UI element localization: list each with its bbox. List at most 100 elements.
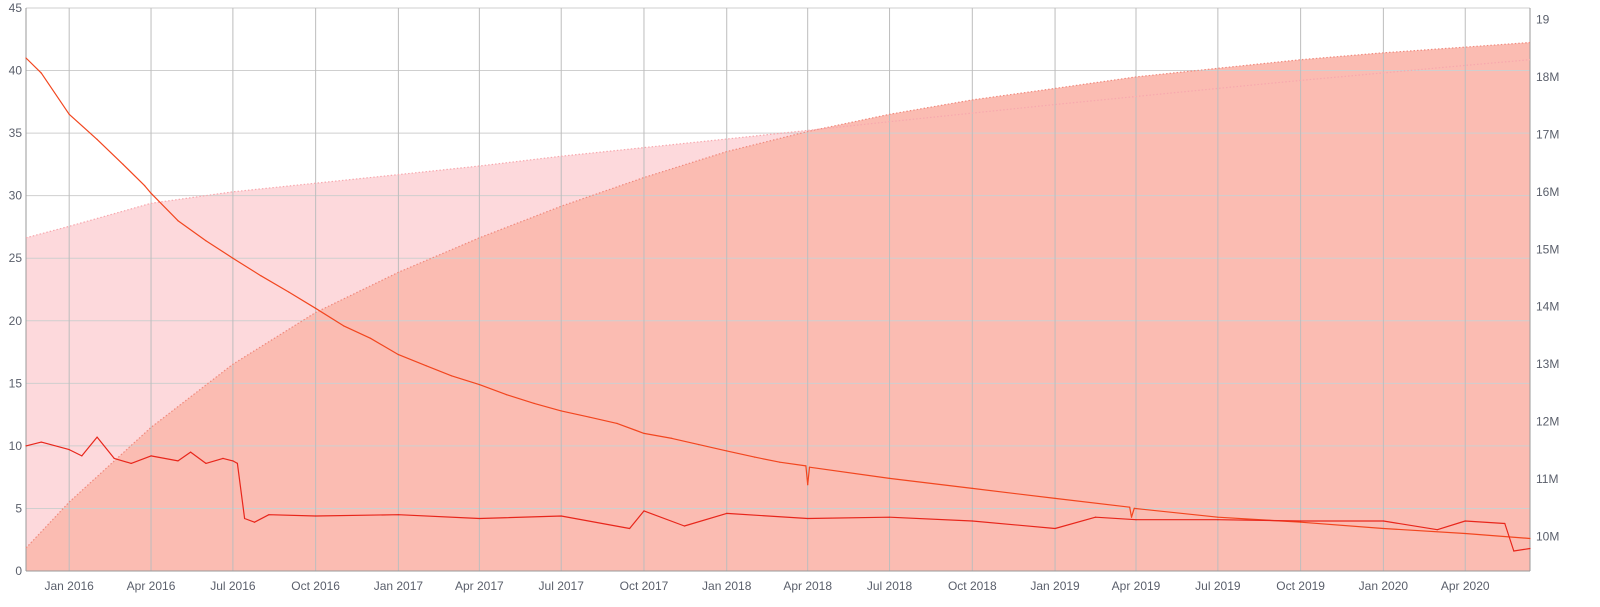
y-tick-label: 40: [9, 64, 23, 78]
line-point: [1436, 529, 1438, 531]
x-tick-label: Jan 2017: [374, 579, 424, 593]
line-point: [1135, 519, 1137, 521]
y2-tick-label: 10M: [1536, 530, 1559, 544]
line-point: [205, 240, 207, 242]
line-point: [25, 445, 27, 447]
line-point: [150, 455, 152, 457]
line-point: [236, 462, 238, 464]
line-point: [478, 384, 480, 386]
y-tick-label: 25: [9, 251, 23, 265]
area-fill-series-1: [26, 42, 1530, 571]
line-point: [1382, 520, 1384, 522]
y-tick-label: 20: [9, 314, 23, 328]
x-tick-label: Oct 2018: [948, 579, 997, 593]
line-point: [1504, 522, 1506, 525]
line-point: [888, 477, 891, 479]
x-tick-label: Jan 2018: [702, 579, 752, 593]
line-point: [342, 325, 345, 327]
tick-labels: 0 5 10 15 20 25 30 35 40 45 10M 11M 12M 13M 14M 15M 16M 1…: [9, 1, 1560, 593]
line-point: [253, 521, 256, 523]
line-point: [807, 517, 809, 520]
line-point: [397, 514, 399, 516]
x-tick-label: Apr 2020: [1441, 579, 1490, 593]
line-point: [1464, 532, 1466, 535]
y-tick-label: 35: [9, 126, 23, 140]
x-tick-label: Apr 2017: [455, 579, 504, 593]
line-point: [244, 517, 246, 520]
y-tick-label: 30: [9, 189, 23, 203]
line-point: [807, 484, 809, 486]
line-point: [1129, 506, 1131, 508]
line-point: [25, 57, 27, 59]
line-point: [616, 422, 618, 424]
line-point: [232, 460, 234, 462]
y-tick-label: 45: [9, 1, 23, 15]
y2-tick-label: 19: [1536, 12, 1550, 26]
series-lines: [25, 41, 1531, 552]
line-point: [1054, 497, 1056, 499]
y2-tick-label: 18M: [1536, 70, 1559, 84]
line-point: [1300, 520, 1302, 522]
y-tick-label: 15: [9, 376, 23, 390]
line-point: [1217, 519, 1219, 521]
y2-tick-label: 16M: [1536, 185, 1559, 199]
line-point: [315, 515, 317, 517]
line-point: [698, 444, 700, 446]
x-tick-label: Jul 2017: [539, 579, 585, 593]
line-point: [190, 451, 192, 453]
line-point: [113, 457, 115, 459]
area-outline-series-1: [25, 41, 1531, 549]
line-point: [205, 462, 207, 464]
line-point: [888, 516, 891, 518]
x-tick-label: Oct 2017: [620, 579, 669, 593]
grid: [26, 7, 1530, 572]
line-point: [1382, 527, 1384, 530]
y2-tick-label: 17M: [1536, 127, 1559, 141]
x-tick-label: Oct 2019: [1276, 579, 1325, 593]
line-point: [588, 416, 590, 418]
line-point: [369, 337, 372, 339]
line-point: [122, 163, 124, 165]
line-point: [96, 436, 98, 438]
y-tick-label: 10: [9, 439, 23, 453]
line-point: [1217, 516, 1219, 518]
line-point: [1513, 550, 1515, 552]
line-point: [643, 432, 645, 434]
x-tick-label: Oct 2016: [291, 579, 340, 593]
y2-tick-label: 12M: [1536, 415, 1559, 429]
line-series-2: [25, 57, 1531, 540]
x-tick-label: Apr 2016: [127, 579, 176, 593]
line-point: [971, 520, 973, 522]
line-point: [533, 402, 535, 404]
line-point: [683, 525, 686, 527]
line-point: [232, 257, 234, 259]
line-point: [643, 510, 645, 512]
line-point: [560, 515, 562, 517]
line-point: [1529, 537, 1531, 540]
line-point: [805, 465, 807, 467]
line-point: [450, 375, 453, 377]
line-point: [397, 354, 399, 356]
line-point: [68, 113, 70, 115]
line-point: [726, 512, 728, 515]
line-point: [144, 185, 146, 187]
line-point: [1464, 520, 1466, 522]
line-point: [40, 441, 42, 443]
y2-tick-label: 11M: [1536, 472, 1558, 486]
x-tick-label: Jan 2020: [1359, 579, 1409, 593]
line-point: [1300, 521, 1302, 523]
line-point: [68, 449, 70, 451]
x-tick-label: Apr 2018: [783, 579, 832, 593]
line-point: [629, 527, 631, 530]
line-point: [130, 462, 132, 464]
line-point: [1130, 516, 1133, 518]
line-point: [971, 487, 973, 489]
line-point: [779, 461, 781, 463]
area-fills: [26, 42, 1530, 571]
area-outline-series-0: [25, 59, 1531, 239]
x-tick-label: Jan 2019: [1030, 579, 1080, 593]
line-point: [726, 450, 728, 452]
line-point: [1529, 547, 1531, 550]
